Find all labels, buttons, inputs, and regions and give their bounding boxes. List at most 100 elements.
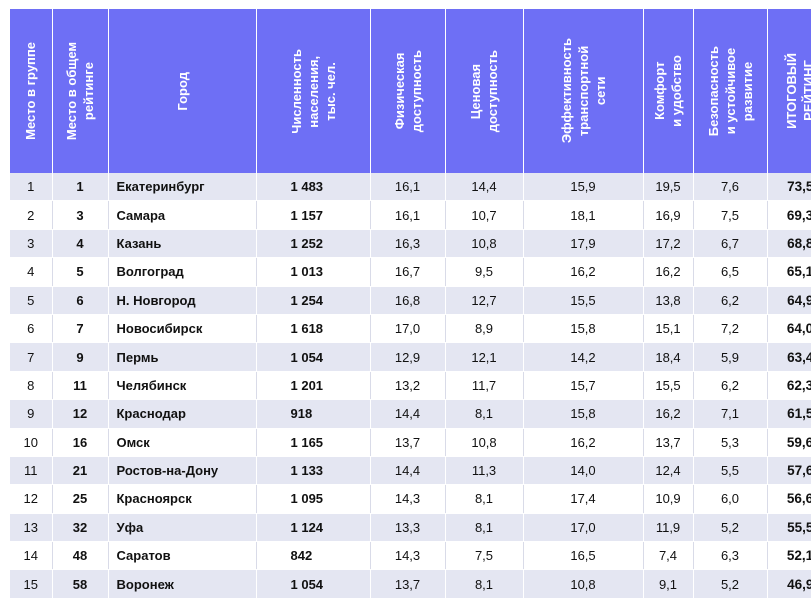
cell-group-place: 11 — [10, 456, 53, 486]
cell-population: 1 618 — [256, 314, 371, 344]
cell-population: 842 — [256, 541, 371, 571]
cell-group-place: 6 — [10, 314, 53, 344]
table-row: 8 11 Челябинск 1 201 13,2 11,7 15,7 15,5 6,2 62,3 — [10, 371, 811, 401]
cell-group-place: 5 — [10, 286, 53, 315]
table-row: 11 21 Ростов-на-Дону 1 133 14,4 11,3 14,0 12,4 5… — [10, 456, 811, 486]
cell-physical-access: 16,1 — [370, 200, 446, 230]
cell-overall-place: 3 — [52, 200, 109, 230]
cell-safety: 6,2 — [693, 286, 768, 315]
cell-transport-efficiency: 15,8 — [523, 314, 644, 344]
cell-safety: 7,6 — [693, 173, 768, 202]
cell-physical-access: 16,3 — [370, 229, 446, 259]
cell-safety: 6,5 — [693, 257, 768, 287]
cell-group-place: 9 — [10, 399, 53, 429]
header-population: Численность населения, тыс. чел. — [256, 9, 371, 173]
cell-physical-access: 16,7 — [370, 257, 446, 287]
cell-price-access: 12,7 — [445, 286, 524, 315]
table-row: 2 3 Самара 1 157 16,1 10,7 18,1 16,9 7,5 69,3 — [10, 200, 811, 230]
cell-comfort: 19,5 — [643, 173, 694, 202]
cell-transport-efficiency: 10,8 — [523, 569, 644, 599]
cell-group-place: 12 — [10, 484, 53, 514]
cell-safety: 5,5 — [693, 456, 768, 486]
cell-transport-efficiency: 15,5 — [523, 286, 644, 315]
header-city: Город — [108, 9, 257, 173]
cell-group-place: 8 — [10, 371, 53, 401]
header-price-access: Ценовая доступность — [445, 9, 524, 173]
table-row: 5 6 Н. Новгород 1 254 16,8 12,7 15,5 13,8 6,2 64,… — [10, 286, 811, 315]
cell-group-place: 13 — [10, 513, 53, 543]
cell-physical-access: 14,4 — [370, 456, 446, 486]
cell-overall-place: 32 — [52, 513, 109, 543]
cell-city: Саратов — [108, 541, 257, 571]
cell-transport-efficiency: 15,8 — [523, 399, 644, 429]
cell-total-rating: 46,9 — [767, 569, 811, 599]
cell-comfort: 17,2 — [643, 229, 694, 259]
cell-city: Волгоград — [108, 257, 257, 287]
header-safety: Безопасность и устойчивое развитие — [693, 9, 768, 173]
table-row: 15 58 Воронеж 1 054 13,7 8,1 10,8 9,1 5,2 46,9 — [10, 569, 811, 599]
cell-overall-place: 1 — [52, 173, 109, 202]
cell-population: 1 254 — [256, 286, 371, 315]
cell-population: 1 165 — [256, 428, 371, 457]
cell-overall-place: 7 — [52, 314, 109, 344]
cell-group-place: 14 — [10, 541, 53, 571]
cell-physical-access: 13,7 — [370, 569, 446, 599]
cell-city: Краснодар — [108, 399, 257, 429]
header-physical-access: Физическая доступность — [370, 9, 446, 173]
header-total-rating: ИТОГОВЫЙ РЕЙТИНГ — [767, 9, 811, 173]
cell-total-rating: 64,0 — [767, 314, 811, 344]
cell-city: Новосибирск — [108, 314, 257, 344]
cell-overall-place: 12 — [52, 399, 109, 429]
cell-total-rating: 62,3 — [767, 371, 811, 401]
cell-price-access: 8,1 — [445, 513, 524, 543]
table-row: 14 48 Саратов 842 14,3 7,5 16,5 7,4 6,3 52,1 — [10, 541, 811, 571]
cell-physical-access: 14,3 — [370, 484, 446, 514]
cell-comfort: 10,9 — [643, 484, 694, 514]
cell-price-access: 9,5 — [445, 257, 524, 287]
cell-price-access: 11,3 — [445, 456, 524, 486]
cell-total-rating: 57,6 — [767, 456, 811, 486]
cell-population: 1 013 — [256, 257, 371, 287]
cell-price-access: 8,1 — [445, 569, 524, 599]
rating-table-container: Место в группе Место в общем рейтинге Го… — [10, 9, 811, 599]
cell-physical-access: 12,9 — [370, 342, 446, 372]
cell-comfort: 16,2 — [643, 257, 694, 287]
cell-group-place: 15 — [10, 569, 53, 599]
cell-city: Красноярск — [108, 484, 257, 514]
cell-comfort: 15,1 — [643, 314, 694, 344]
cell-population: 1 201 — [256, 371, 371, 401]
cell-city: Уфа — [108, 513, 257, 543]
cell-population: 1 483 — [256, 173, 371, 202]
header-transport-efficiency: Эффективность транспортной сети — [523, 9, 644, 173]
cell-city: Казань — [108, 229, 257, 259]
cell-group-place: 10 — [10, 428, 53, 457]
cell-comfort: 16,9 — [643, 200, 694, 230]
cell-physical-access: 14,3 — [370, 541, 446, 571]
table-row: 13 32 Уфа 1 124 13,3 8,1 17,0 11,9 5,2 55,5 — [10, 513, 811, 543]
table-row: 9 12 Краснодар 918 14,4 8,1 15,8 16,2 7,1 61,5 — [10, 399, 811, 429]
cell-total-rating: 61,5 — [767, 399, 811, 429]
cell-population: 918 — [256, 399, 371, 429]
cell-group-place: 4 — [10, 257, 53, 287]
header-overall-place: Место в общем рейтинге — [52, 9, 109, 173]
cell-transport-efficiency: 17,0 — [523, 513, 644, 543]
cell-transport-efficiency: 18,1 — [523, 200, 644, 230]
cell-price-access: 12,1 — [445, 342, 524, 372]
cell-safety: 5,3 — [693, 428, 768, 457]
cell-population: 1 157 — [256, 200, 371, 230]
cell-price-access: 10,8 — [445, 428, 524, 457]
cell-comfort: 18,4 — [643, 342, 694, 372]
cell-price-access: 8,1 — [445, 484, 524, 514]
cell-physical-access: 16,1 — [370, 173, 446, 202]
table-row: 1 1 Екатеринбург 1 483 16,1 14,4 15,9 19,5 7,6 73… — [10, 173, 811, 202]
cell-population: 1 124 — [256, 513, 371, 543]
cell-city: Воронеж — [108, 569, 257, 599]
cell-total-rating: 64,9 — [767, 286, 811, 315]
cell-overall-place: 4 — [52, 229, 109, 259]
cell-total-rating: 55,5 — [767, 513, 811, 543]
cell-total-rating: 63,4 — [767, 342, 811, 372]
cell-physical-access: 13,2 — [370, 371, 446, 401]
cell-transport-efficiency: 15,9 — [523, 173, 644, 202]
cell-comfort: 12,4 — [643, 456, 694, 486]
cell-physical-access: 13,7 — [370, 428, 446, 457]
